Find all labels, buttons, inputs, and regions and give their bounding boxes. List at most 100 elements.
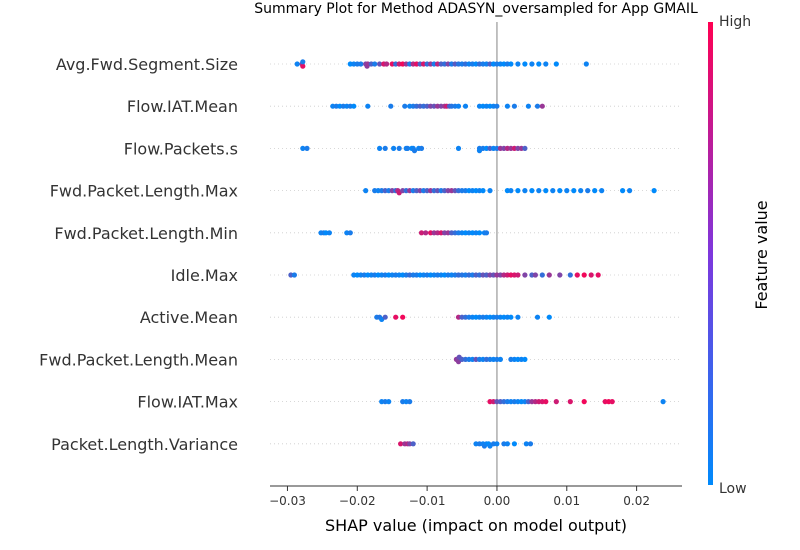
shap-point [515, 188, 521, 194]
shap-point [627, 188, 633, 194]
shap-point [534, 103, 541, 109]
feature-label: Idle.Max [171, 266, 238, 285]
shap-point [508, 61, 514, 67]
shap-point [546, 314, 552, 320]
shap-point [529, 188, 535, 194]
shap-point [539, 272, 545, 278]
x-tick-label: −0.02 [339, 494, 376, 508]
shap-point [651, 188, 657, 194]
x-tick-label: 0.00 [484, 494, 511, 508]
shap-point [522, 61, 528, 67]
shap-point [455, 103, 462, 109]
shap-point [382, 314, 388, 320]
shap-point [515, 314, 521, 320]
shap-point [567, 399, 573, 405]
shap-point [534, 314, 541, 320]
shap-point [411, 148, 418, 154]
shap-point [574, 272, 580, 278]
shap-point [515, 272, 521, 278]
shap-point [508, 314, 514, 320]
feature-label: Flow.IAT.Mean [127, 97, 238, 116]
shap-point [553, 399, 559, 405]
shap-point [494, 441, 500, 447]
shap-point [523, 441, 529, 447]
shap-point [522, 188, 528, 194]
shap-point [304, 145, 310, 151]
shap-point [455, 145, 462, 151]
shap-point [347, 230, 353, 236]
shap-point [487, 188, 493, 194]
shap-point [300, 63, 306, 69]
x-axis-title: SHAP value (impact on model output) [325, 516, 627, 535]
shap-point [578, 188, 584, 194]
shap-point [391, 145, 397, 151]
shap-point [497, 356, 503, 362]
shap-point [620, 188, 626, 194]
data-points [288, 59, 666, 449]
shap-point [527, 441, 534, 447]
shap-point [388, 103, 394, 109]
shap-point [557, 188, 563, 194]
shap-point [581, 272, 587, 278]
shap-point [543, 61, 549, 67]
feature-labels: Avg.Fwd.Segment.Size Flow.IAT.Mean Flow.Pa… [39, 55, 238, 454]
shap-point [504, 441, 510, 447]
shap-point [386, 399, 392, 405]
shap-point [550, 188, 556, 194]
shap-point [515, 61, 521, 67]
shap-point [543, 188, 549, 194]
shap-point [536, 61, 542, 67]
shap-point [564, 188, 570, 194]
shap-point [557, 272, 563, 278]
shap-point [494, 103, 500, 109]
feature-label: Flow.IAT.Max [137, 393, 238, 412]
colorbar-high-label: High [719, 14, 751, 30]
shap-point [358, 61, 364, 67]
shap-point [294, 61, 300, 67]
shap-point [585, 188, 591, 194]
shap-point [480, 188, 486, 194]
shap-point [508, 188, 514, 194]
shap-point [522, 272, 528, 278]
x-tick-label: 0.01 [553, 494, 580, 508]
shap-point [546, 272, 552, 278]
shap-point [553, 61, 559, 67]
shap-point [660, 399, 666, 405]
shap-point [418, 145, 425, 151]
shap-point [583, 61, 589, 67]
shap-point [525, 103, 532, 109]
feature-label: Fwd.Packet.Length.Min [54, 224, 238, 243]
shap-point [609, 399, 615, 405]
colorbar-title: Feature value [752, 200, 771, 309]
shap-point [393, 314, 399, 320]
shap-point [529, 61, 535, 67]
shap-point [581, 399, 587, 405]
shap-point [363, 188, 369, 194]
shap-point [522, 356, 528, 362]
feature-gridlines [270, 63, 682, 445]
shap-point [511, 103, 517, 109]
feature-label: Packet.Length.Variance [51, 435, 238, 454]
shap-point [476, 230, 483, 236]
shap-point [571, 188, 577, 194]
colorbar [708, 22, 713, 485]
shap-point [511, 441, 517, 447]
shap-point [351, 103, 357, 109]
shap-point [504, 103, 510, 109]
shap-point [423, 230, 429, 236]
colorbar-low-label: Low [719, 481, 747, 497]
shap-point [567, 272, 573, 278]
feature-label: Flow.Packets.s [124, 139, 238, 158]
shap-point [384, 61, 390, 67]
shap-point [396, 145, 402, 151]
x-tick-label: 0.02 [623, 494, 650, 508]
shap-point [595, 272, 601, 278]
shap-point [592, 188, 598, 194]
shap-point [539, 103, 545, 109]
shap-point [377, 145, 383, 151]
shap-point [365, 103, 371, 109]
shap-point [405, 145, 411, 151]
x-tick-label: −0.01 [409, 494, 446, 508]
shap-point [462, 103, 469, 109]
